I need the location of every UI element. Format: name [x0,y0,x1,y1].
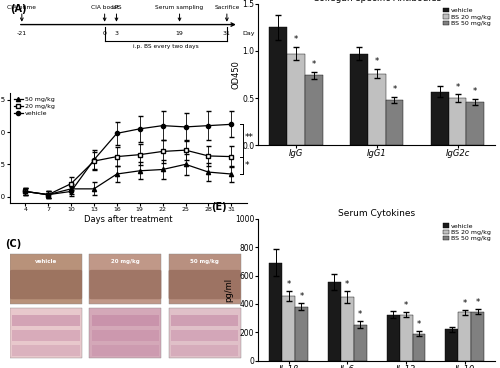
Title: Collegan-specific Antibodies: Collegan-specific Antibodies [312,0,441,3]
Y-axis label: pg/ml: pg/ml [224,278,234,302]
Bar [269,263,282,361]
Bar [12,345,80,356]
Text: i.p. BS every two days: i.p. BS every two days [133,44,198,49]
Bar [350,54,368,145]
Bar [10,308,82,358]
Text: *: * [462,299,467,308]
Text: *: * [476,298,480,307]
Bar [282,296,295,361]
Text: *: * [300,292,304,301]
Text: Serum sampling: Serum sampling [156,5,204,10]
Bar [458,312,471,361]
Bar [90,308,162,358]
Bar [472,312,484,361]
Bar [171,315,238,326]
Text: LPS: LPS [111,5,122,10]
Bar [90,254,162,304]
Bar [168,254,240,304]
Text: 20 mg/kg: 20 mg/kg [111,259,140,263]
Bar [448,98,466,145]
Bar [354,325,366,361]
X-axis label: Days after treatment: Days after treatment [84,215,172,224]
Text: 0: 0 [102,31,106,36]
Text: *: * [294,35,298,44]
Text: (E): (E) [211,202,226,212]
Bar [466,102,484,145]
Bar [386,315,400,361]
Text: 50 mg/kg: 50 mg/kg [190,259,219,263]
Bar [10,254,82,304]
Bar [341,297,354,361]
Bar [269,27,287,145]
Bar [431,92,448,145]
Legend: vehicle, BS 20 mg/kg, BS 50 mg/kg: vehicle, BS 20 mg/kg, BS 50 mg/kg [442,7,492,27]
Text: **: ** [245,133,254,142]
Bar [304,75,322,145]
Bar [295,307,308,361]
Bar [400,315,412,361]
Bar [171,345,238,356]
Text: *: * [392,85,396,94]
Text: (A): (A) [10,4,26,14]
FancyBboxPatch shape [168,270,240,299]
Bar [92,315,159,326]
Bar [92,345,159,356]
Legend: vehicle, BS 20 mg/kg, BS 50 mg/kg: vehicle, BS 20 mg/kg, BS 50 mg/kg [442,222,492,243]
Bar [171,330,238,341]
Bar [446,329,458,361]
Bar [412,334,426,361]
Legend: 50 mg/kg, 20 mg/kg, vehicle: 50 mg/kg, 20 mg/kg, vehicle [13,96,56,116]
Text: *: * [286,280,290,289]
Text: 3: 3 [114,31,118,36]
Bar [287,54,304,145]
FancyBboxPatch shape [10,270,82,299]
Text: 19: 19 [176,31,184,36]
Text: *: * [358,310,362,319]
Text: 31: 31 [223,31,231,36]
Bar [368,74,386,145]
Text: *: * [374,57,379,66]
Bar [328,282,341,361]
Text: *: * [404,301,408,309]
Bar [92,330,159,341]
Text: (C): (C) [6,239,22,249]
Text: *: * [417,320,421,329]
Bar [12,330,80,341]
Text: *: * [312,60,316,69]
Text: vehicle: vehicle [35,259,57,263]
Y-axis label: OD450: OD450 [232,60,240,89]
Text: *: * [456,82,460,92]
Text: *: * [473,87,478,96]
Text: -21: -21 [17,31,27,36]
Text: *: * [245,161,250,170]
Text: CIA boost: CIA boost [90,5,118,10]
Bar [386,100,404,145]
FancyBboxPatch shape [90,270,162,299]
Text: CIA prime: CIA prime [8,5,36,10]
Bar [168,308,240,358]
Text: *: * [345,280,350,289]
Title: Serum Cytokines: Serum Cytokines [338,209,415,218]
Text: Day: Day [242,31,255,36]
Bar [12,315,80,326]
Text: Sacrifice: Sacrifice [214,5,240,10]
